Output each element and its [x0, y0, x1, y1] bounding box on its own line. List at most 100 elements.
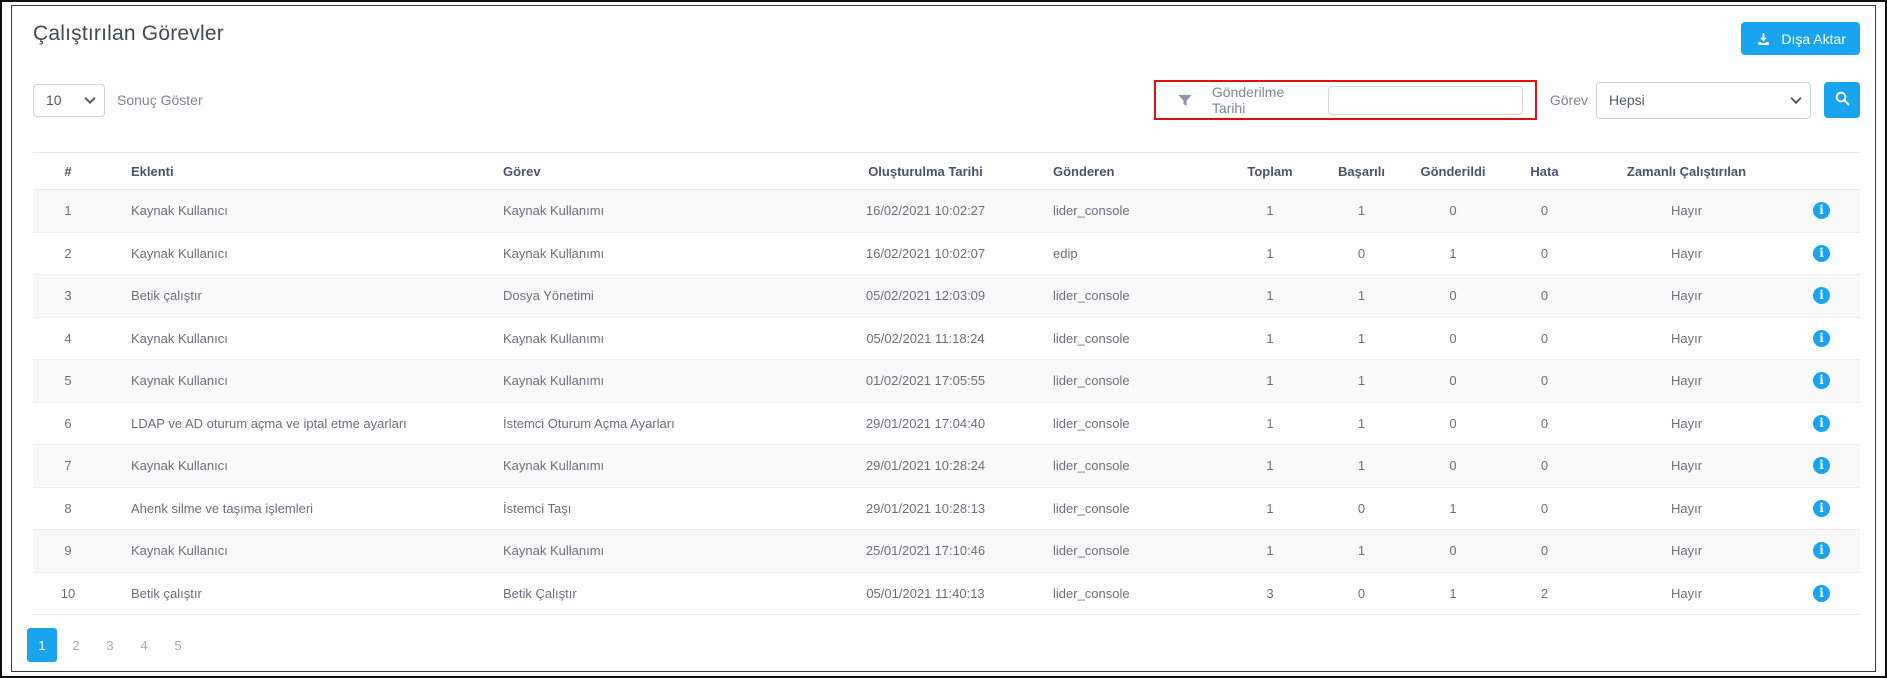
cell-success: 1	[1357, 288, 1366, 304]
cell-sent: 1	[1449, 585, 1457, 601]
cell-error: 0	[1540, 330, 1549, 346]
cell-scheduled: Hayır	[1670, 585, 1703, 601]
cell-created-date: 16/02/2021 10:02:27	[865, 203, 986, 219]
info-icon[interactable]	[1813, 584, 1830, 602]
pagination-page[interactable]: 5	[174, 637, 182, 653]
table-header-row: # Eklenti Görev Oluşturulma Tarihi Gönde…	[33, 152, 1860, 190]
column-header-detail	[1783, 153, 1860, 190]
cell-error: 0	[1540, 543, 1549, 559]
cell-detail	[1783, 232, 1860, 275]
pagination-page[interactable]: 4	[140, 637, 148, 653]
cell-success: 1	[1357, 543, 1366, 559]
column-header-sent: Gönderildi	[1420, 163, 1486, 179]
info-icon[interactable]	[1813, 287, 1830, 305]
cell-sender: edip	[1053, 245, 1078, 261]
cell-sent: 0	[1449, 288, 1457, 304]
cell-plugin: Betik çalıştır	[131, 288, 202, 304]
date-filter-input[interactable]	[1328, 85, 1523, 115]
download-icon	[1755, 31, 1772, 47]
cell-plugin: Kaynak Kullanıcı	[131, 330, 228, 346]
page-size-select[interactable]: 10	[33, 83, 105, 117]
search-button[interactable]	[1824, 82, 1860, 118]
cell-created-date: 01/02/2021 17:05:55	[865, 373, 986, 389]
funnel-icon	[1176, 92, 1194, 109]
task-filter-label: Görev	[1549, 92, 1588, 108]
export-button-label: Dışa Aktar	[1781, 30, 1846, 47]
info-icon[interactable]	[1813, 414, 1830, 432]
cell-created-date: 29/01/2021 17:04:40	[865, 415, 986, 431]
task-filter-select[interactable]: Hepsi	[1596, 81, 1811, 119]
info-icon[interactable]	[1813, 202, 1830, 220]
cell-scheduled: Hayır	[1670, 330, 1703, 346]
cell-success: 1	[1357, 203, 1366, 219]
cell-plugin: Kaynak Kullanıcı	[131, 458, 228, 474]
cell-detail	[1783, 190, 1860, 233]
cell-error: 2	[1540, 585, 1549, 601]
cell-detail	[1783, 487, 1860, 530]
cell-task: İstemci Oturum Açma Ayarları	[503, 415, 675, 431]
pagination-page[interactable]: 2	[72, 637, 80, 653]
info-icon[interactable]	[1813, 499, 1830, 517]
column-header-total: Toplam	[1247, 163, 1293, 179]
table-row: 7 Kaynak Kullanıcı Kaynak Kullanımı 29/0…	[33, 444, 1860, 488]
cell-success: 0	[1357, 585, 1366, 601]
table-row: 9 Kaynak Kullanıcı Kaynak Kullanımı 25/0…	[33, 529, 1860, 572]
cell-task: Kaynak Kullanımı	[503, 373, 605, 389]
cell-total: 1	[1266, 373, 1274, 389]
cell-plugin: Kaynak Kullanıcı	[131, 543, 228, 559]
export-button[interactable]: Dışa Aktar	[1741, 22, 1860, 55]
cell-index: 9	[64, 543, 72, 559]
table-row: 1 Kaynak Kullanıcı Kaynak Kullanımı 16/0…	[33, 189, 1860, 233]
cell-total: 1	[1266, 288, 1274, 304]
cell-error: 0	[1540, 500, 1549, 516]
cell-total: 1	[1266, 543, 1274, 559]
info-icon[interactable]	[1813, 542, 1830, 560]
cell-detail	[1783, 275, 1860, 318]
pagination-page[interactable]: 1	[27, 628, 57, 662]
cell-total: 1	[1266, 500, 1274, 516]
cell-detail	[1783, 402, 1860, 445]
cell-index: 10	[60, 585, 76, 601]
cell-task: Kaynak Kullanımı	[503, 458, 605, 474]
cell-scheduled: Hayır	[1670, 415, 1703, 431]
cell-task: Kaynak Kullanımı	[503, 203, 605, 219]
cell-scheduled: Hayır	[1670, 288, 1703, 304]
tasks-table: # Eklenti Görev Oluşturulma Tarihi Gönde…	[33, 152, 1860, 615]
cell-detail	[1783, 317, 1860, 360]
cell-created-date: 29/01/2021 10:28:24	[865, 458, 986, 474]
cell-scheduled: Hayır	[1670, 543, 1703, 559]
info-icon[interactable]	[1813, 372, 1830, 390]
cell-success: 1	[1357, 373, 1366, 389]
cell-scheduled: Hayır	[1670, 203, 1703, 219]
cell-plugin: Kaynak Kullanıcı	[131, 245, 228, 261]
cell-success: 1	[1357, 415, 1366, 431]
cell-detail	[1783, 445, 1860, 488]
page-size-label: Sonuç Göster	[117, 92, 203, 108]
info-icon[interactable]	[1813, 457, 1830, 475]
cell-index: 5	[64, 373, 72, 389]
cell-scheduled: Hayır	[1670, 373, 1703, 389]
cell-task: Kaynak Kullanımı	[503, 330, 605, 346]
column-header-created: Oluşturulma Tarihi	[868, 163, 983, 179]
cell-sent: 1	[1449, 500, 1457, 516]
column-header-plugin: Eklenti	[131, 163, 174, 179]
info-icon[interactable]	[1813, 244, 1830, 262]
cell-plugin: Kaynak Kullanıcı	[131, 203, 228, 219]
page-size-select-wrap: 10	[33, 83, 105, 117]
cell-total: 1	[1266, 203, 1274, 219]
column-header-task: Görev	[503, 163, 541, 179]
cell-scheduled: Hayır	[1670, 458, 1703, 474]
cell-created-date: 29/01/2021 10:28:13	[865, 500, 986, 516]
table-row: 8 Ahenk silme ve taşıma işlemleri İstemc…	[33, 487, 1860, 530]
cell-index: 8	[64, 500, 72, 516]
cell-success: 0	[1357, 245, 1366, 261]
info-icon[interactable]	[1813, 329, 1830, 347]
table-row: 5 Kaynak Kullanıcı Kaynak Kullanımı 01/0…	[33, 359, 1860, 402]
cell-success: 1	[1357, 458, 1366, 474]
cell-created-date: 25/01/2021 17:10:46	[865, 543, 986, 559]
table-body: 1 Kaynak Kullanıcı Kaynak Kullanımı 16/0…	[33, 189, 1860, 615]
pagination-page[interactable]: 3	[106, 637, 114, 653]
cell-plugin: Ahenk silme ve taşıma işlemleri	[131, 500, 314, 516]
cell-created-date: 16/02/2021 10:02:07	[865, 245, 986, 261]
